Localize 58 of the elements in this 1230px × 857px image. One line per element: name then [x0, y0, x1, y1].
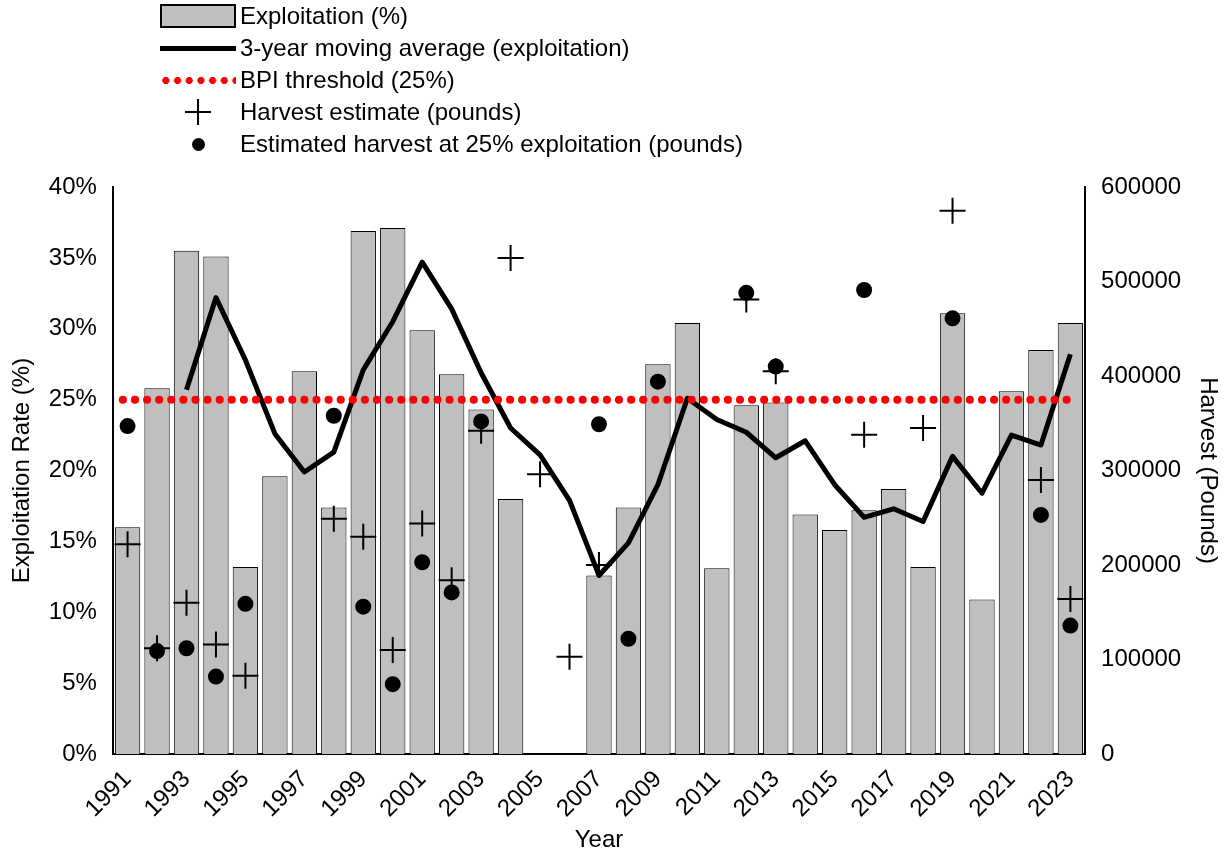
y-axis-title: Exploitation Rate (%) — [7, 357, 35, 584]
point — [1032, 506, 1049, 523]
point — [320, 505, 347, 532]
point — [856, 282, 873, 299]
point — [237, 595, 254, 612]
point — [178, 640, 195, 657]
y-tick-label: 15% — [48, 526, 97, 554]
point — [350, 523, 377, 550]
y-tick-label: 5% — [62, 667, 97, 695]
point — [649, 373, 666, 390]
legend-label: Harvest estimate (pounds) — [240, 97, 522, 127]
y2-tick-label: 100000 — [1101, 644, 1182, 672]
point — [620, 630, 637, 647]
y2-tick-label: 600000 — [1101, 171, 1182, 199]
y-tick-label: 30% — [48, 313, 97, 341]
y2-tick-label: 0 — [1101, 738, 1115, 766]
y2-tick-label: 300000 — [1101, 455, 1182, 483]
point — [910, 415, 937, 442]
point — [497, 244, 524, 271]
y2-tick-label: 200000 — [1101, 549, 1182, 577]
y2-axis-title: Harvest (Pounds) — [1195, 377, 1223, 564]
point — [762, 358, 789, 385]
point — [409, 510, 436, 537]
point — [1027, 466, 1054, 493]
point — [527, 461, 554, 488]
legend-label: Exploitation (%) — [240, 1, 409, 31]
legend-label: BPI threshold (25%) — [240, 65, 455, 95]
point — [1057, 586, 1084, 613]
point — [232, 662, 259, 689]
point — [173, 589, 200, 616]
y-tick-label: 10% — [48, 596, 97, 624]
y-tick-label: 35% — [48, 242, 97, 270]
point — [944, 310, 961, 327]
point — [1062, 617, 1079, 634]
x-axis-title: Year — [574, 825, 624, 853]
y-tick-label: 40% — [48, 171, 97, 199]
point — [379, 637, 406, 664]
y-tick-label: 25% — [48, 384, 97, 412]
point — [355, 598, 372, 615]
point — [119, 418, 136, 435]
y-tick-label: 20% — [48, 455, 97, 483]
point — [384, 676, 401, 693]
point — [590, 416, 607, 433]
point — [851, 421, 878, 448]
point — [939, 197, 966, 224]
point — [207, 668, 224, 685]
point — [556, 643, 583, 670]
y2-tick-label: 400000 — [1101, 360, 1182, 388]
point — [144, 635, 171, 662]
legend-label: Estimated harvest at 25% exploitation (pounds) — [240, 129, 743, 159]
point — [325, 407, 342, 424]
point — [202, 631, 229, 658]
point — [585, 552, 612, 579]
legend-label: 3-year moving average (exploitation) — [240, 33, 630, 63]
y2-tick-label: 500000 — [1101, 266, 1182, 294]
y-tick-label: 0% — [62, 738, 97, 766]
point — [114, 531, 141, 558]
point — [414, 554, 431, 571]
